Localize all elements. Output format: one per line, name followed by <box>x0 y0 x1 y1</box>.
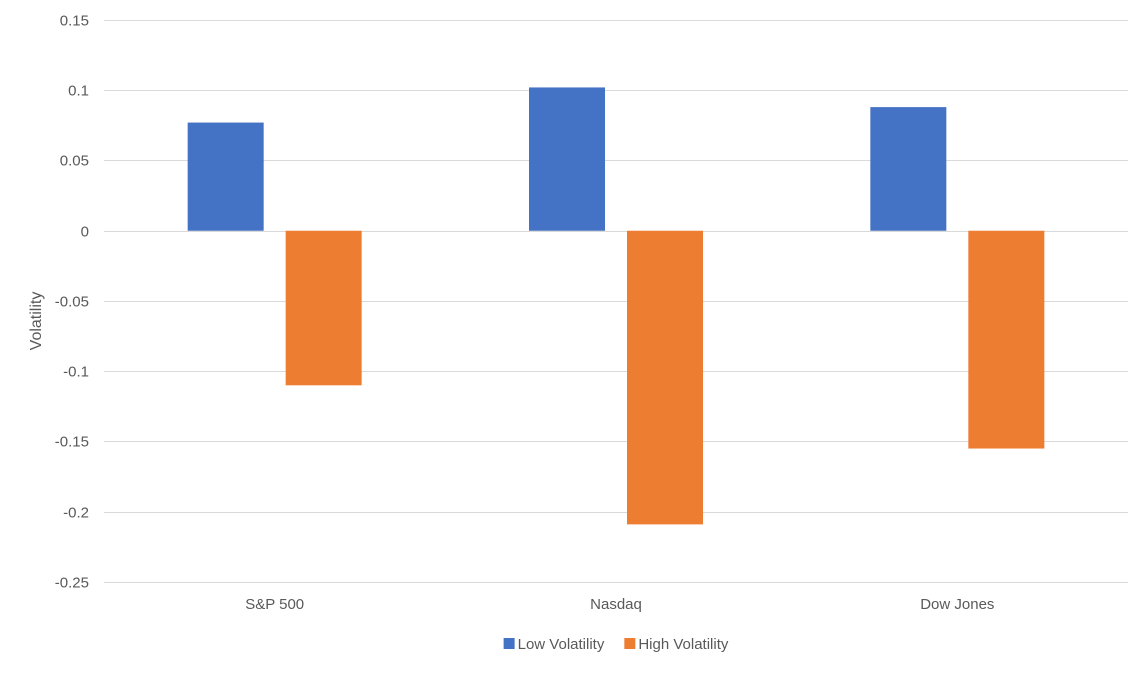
legend-swatch <box>503 638 515 649</box>
y-tick-label: 0.1 <box>68 83 89 100</box>
legend-label: Low Volatility <box>518 636 605 653</box>
y-tick-label: 0 <box>81 224 89 241</box>
legend: Low Volatility High Volatility <box>503 636 729 653</box>
y-tick-label: -0.25 <box>55 575 89 592</box>
y-axis-tick-labels: 0.15 0.1 0.05 0 -0.05 -0.1 -0.15 -0.2 -0.25 <box>55 13 89 592</box>
y-tick-label: -0.05 <box>55 294 89 311</box>
y-tick-label: 0.15 <box>60 13 89 30</box>
bar-low-volatility-0 <box>187 122 264 231</box>
y-tick-label: -0.1 <box>63 364 89 381</box>
x-tick-label: S&P 500 <box>245 596 304 613</box>
legend-swatch <box>624 638 636 649</box>
gridlines <box>104 20 1128 583</box>
y-tick-label: -0.2 <box>63 505 89 522</box>
x-tick-label: Nasdaq <box>590 596 642 613</box>
bar-high-volatility-0 <box>285 230 362 386</box>
bar-low-volatility-1 <box>529 87 605 231</box>
bars <box>187 87 1045 525</box>
legend-item-high-volatility: High Volatility <box>624 636 729 653</box>
bar-high-volatility-2 <box>968 230 1045 449</box>
legend-label: High Volatility <box>638 636 729 653</box>
bar-low-volatility-2 <box>870 107 947 231</box>
y-tick-label: 0.05 <box>60 153 89 170</box>
y-tick-label: -0.15 <box>55 434 89 451</box>
y-axis-title: Volatility <box>28 292 45 351</box>
x-axis-tick-labels: S&P 500 Nasdaq Dow Jones <box>245 596 994 613</box>
legend-item-low-volatility: Low Volatility <box>503 636 605 653</box>
bar-high-volatility-1 <box>627 230 703 525</box>
x-tick-label: Dow Jones <box>920 596 994 613</box>
